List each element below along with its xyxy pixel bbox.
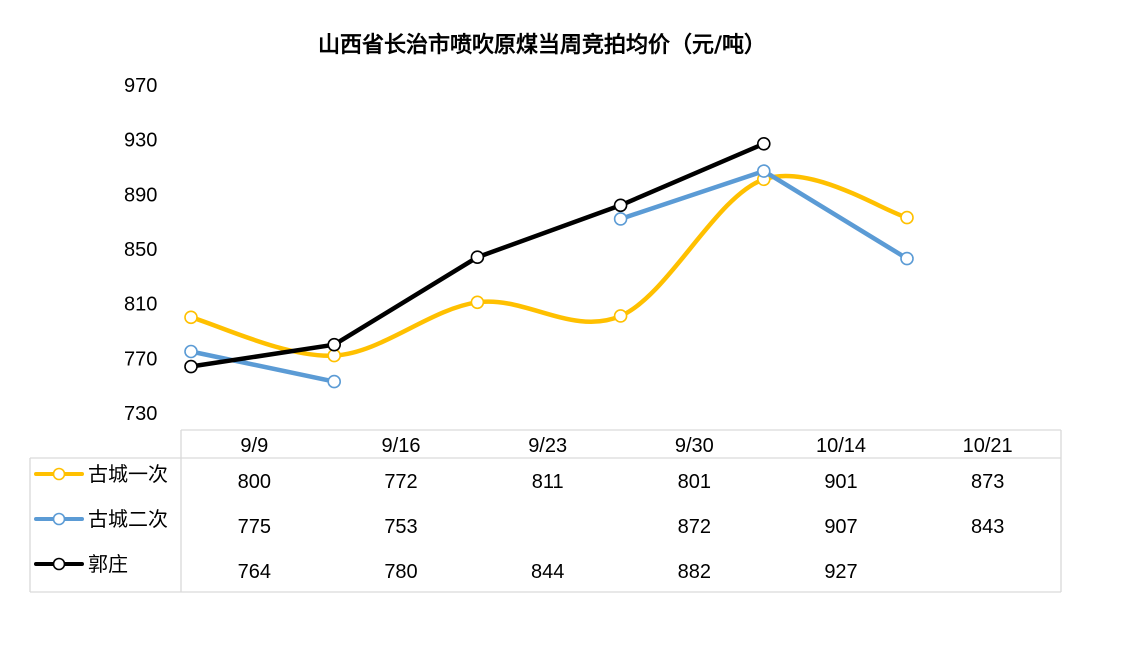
x-category-label: 10/21 xyxy=(963,435,1013,457)
data-point-marker xyxy=(756,164,771,178)
y-tick-label: 730 xyxy=(124,403,157,425)
data-point-marker xyxy=(184,359,198,374)
legend-series-name: 古城一次 xyxy=(88,462,168,486)
x-category-label: 10/14 xyxy=(816,435,866,457)
data-point-marker xyxy=(184,310,198,325)
table-cell-value: 811 xyxy=(532,471,564,493)
legend-marker-key xyxy=(52,557,66,571)
table-cell-value: 780 xyxy=(384,561,417,583)
data-table: 9/9 9/16 9/23 9/30 10/14 10/21 古城一次 800 772 811 80… xyxy=(29,429,1062,593)
table-cell-value: 901 xyxy=(824,471,857,493)
table-cell-value: 772 xyxy=(384,471,417,493)
data-point-marker xyxy=(613,212,628,226)
series-line xyxy=(188,173,910,358)
data-point-marker xyxy=(756,136,771,151)
x-category-label: 9/30 xyxy=(675,435,714,457)
y-tick-label: 970 xyxy=(124,75,157,97)
table-cell-value: 844 xyxy=(531,561,564,583)
x-category-label: 9/16 xyxy=(382,435,421,457)
table-cell-value: 882 xyxy=(678,561,711,583)
legend-series-name: 郭庄 xyxy=(88,552,128,576)
y-tick-label: 930 xyxy=(124,130,157,152)
table-cell-value: 801 xyxy=(678,471,711,493)
table-cell-value: 873 xyxy=(971,471,1004,493)
plot-area xyxy=(184,136,914,389)
table-cell-value: 927 xyxy=(824,561,857,583)
data-point-marker xyxy=(613,309,628,323)
x-category-label: 9/23 xyxy=(528,435,567,457)
legend-marker-key xyxy=(52,512,66,526)
y-axis: 730 770 810 850 890 930 970 xyxy=(124,75,157,425)
data-point-marker xyxy=(900,210,914,225)
table-cell-value: 843 xyxy=(971,516,1004,538)
data-point-marker xyxy=(900,251,914,266)
data-point-marker xyxy=(327,374,342,389)
table-cell-value: 800 xyxy=(238,471,271,493)
table-cell-value: 753 xyxy=(384,516,417,538)
y-tick-label: 810 xyxy=(124,294,157,316)
y-tick-label: 770 xyxy=(124,348,157,370)
y-tick-label: 850 xyxy=(124,239,157,261)
series-line xyxy=(188,349,337,384)
data-point-marker xyxy=(470,295,485,310)
data-point-marker xyxy=(327,337,342,352)
legend-series-name: 古城二次 xyxy=(88,507,168,531)
table-cell-value: 907 xyxy=(824,516,857,538)
table-cell-value: 872 xyxy=(678,516,711,538)
table-cell-value: 775 xyxy=(238,516,271,538)
x-category-label: 9/9 xyxy=(240,435,268,457)
data-point-marker xyxy=(184,344,198,359)
chart-title: 山西省长治市喷吹原煤当周竞拍均价（元/吨） xyxy=(318,32,766,58)
y-tick-label: 890 xyxy=(124,184,157,206)
table-cell-value: 764 xyxy=(238,561,271,583)
legend-marker-key xyxy=(52,467,66,481)
data-point-marker xyxy=(470,250,485,265)
data-point-marker xyxy=(613,198,628,213)
